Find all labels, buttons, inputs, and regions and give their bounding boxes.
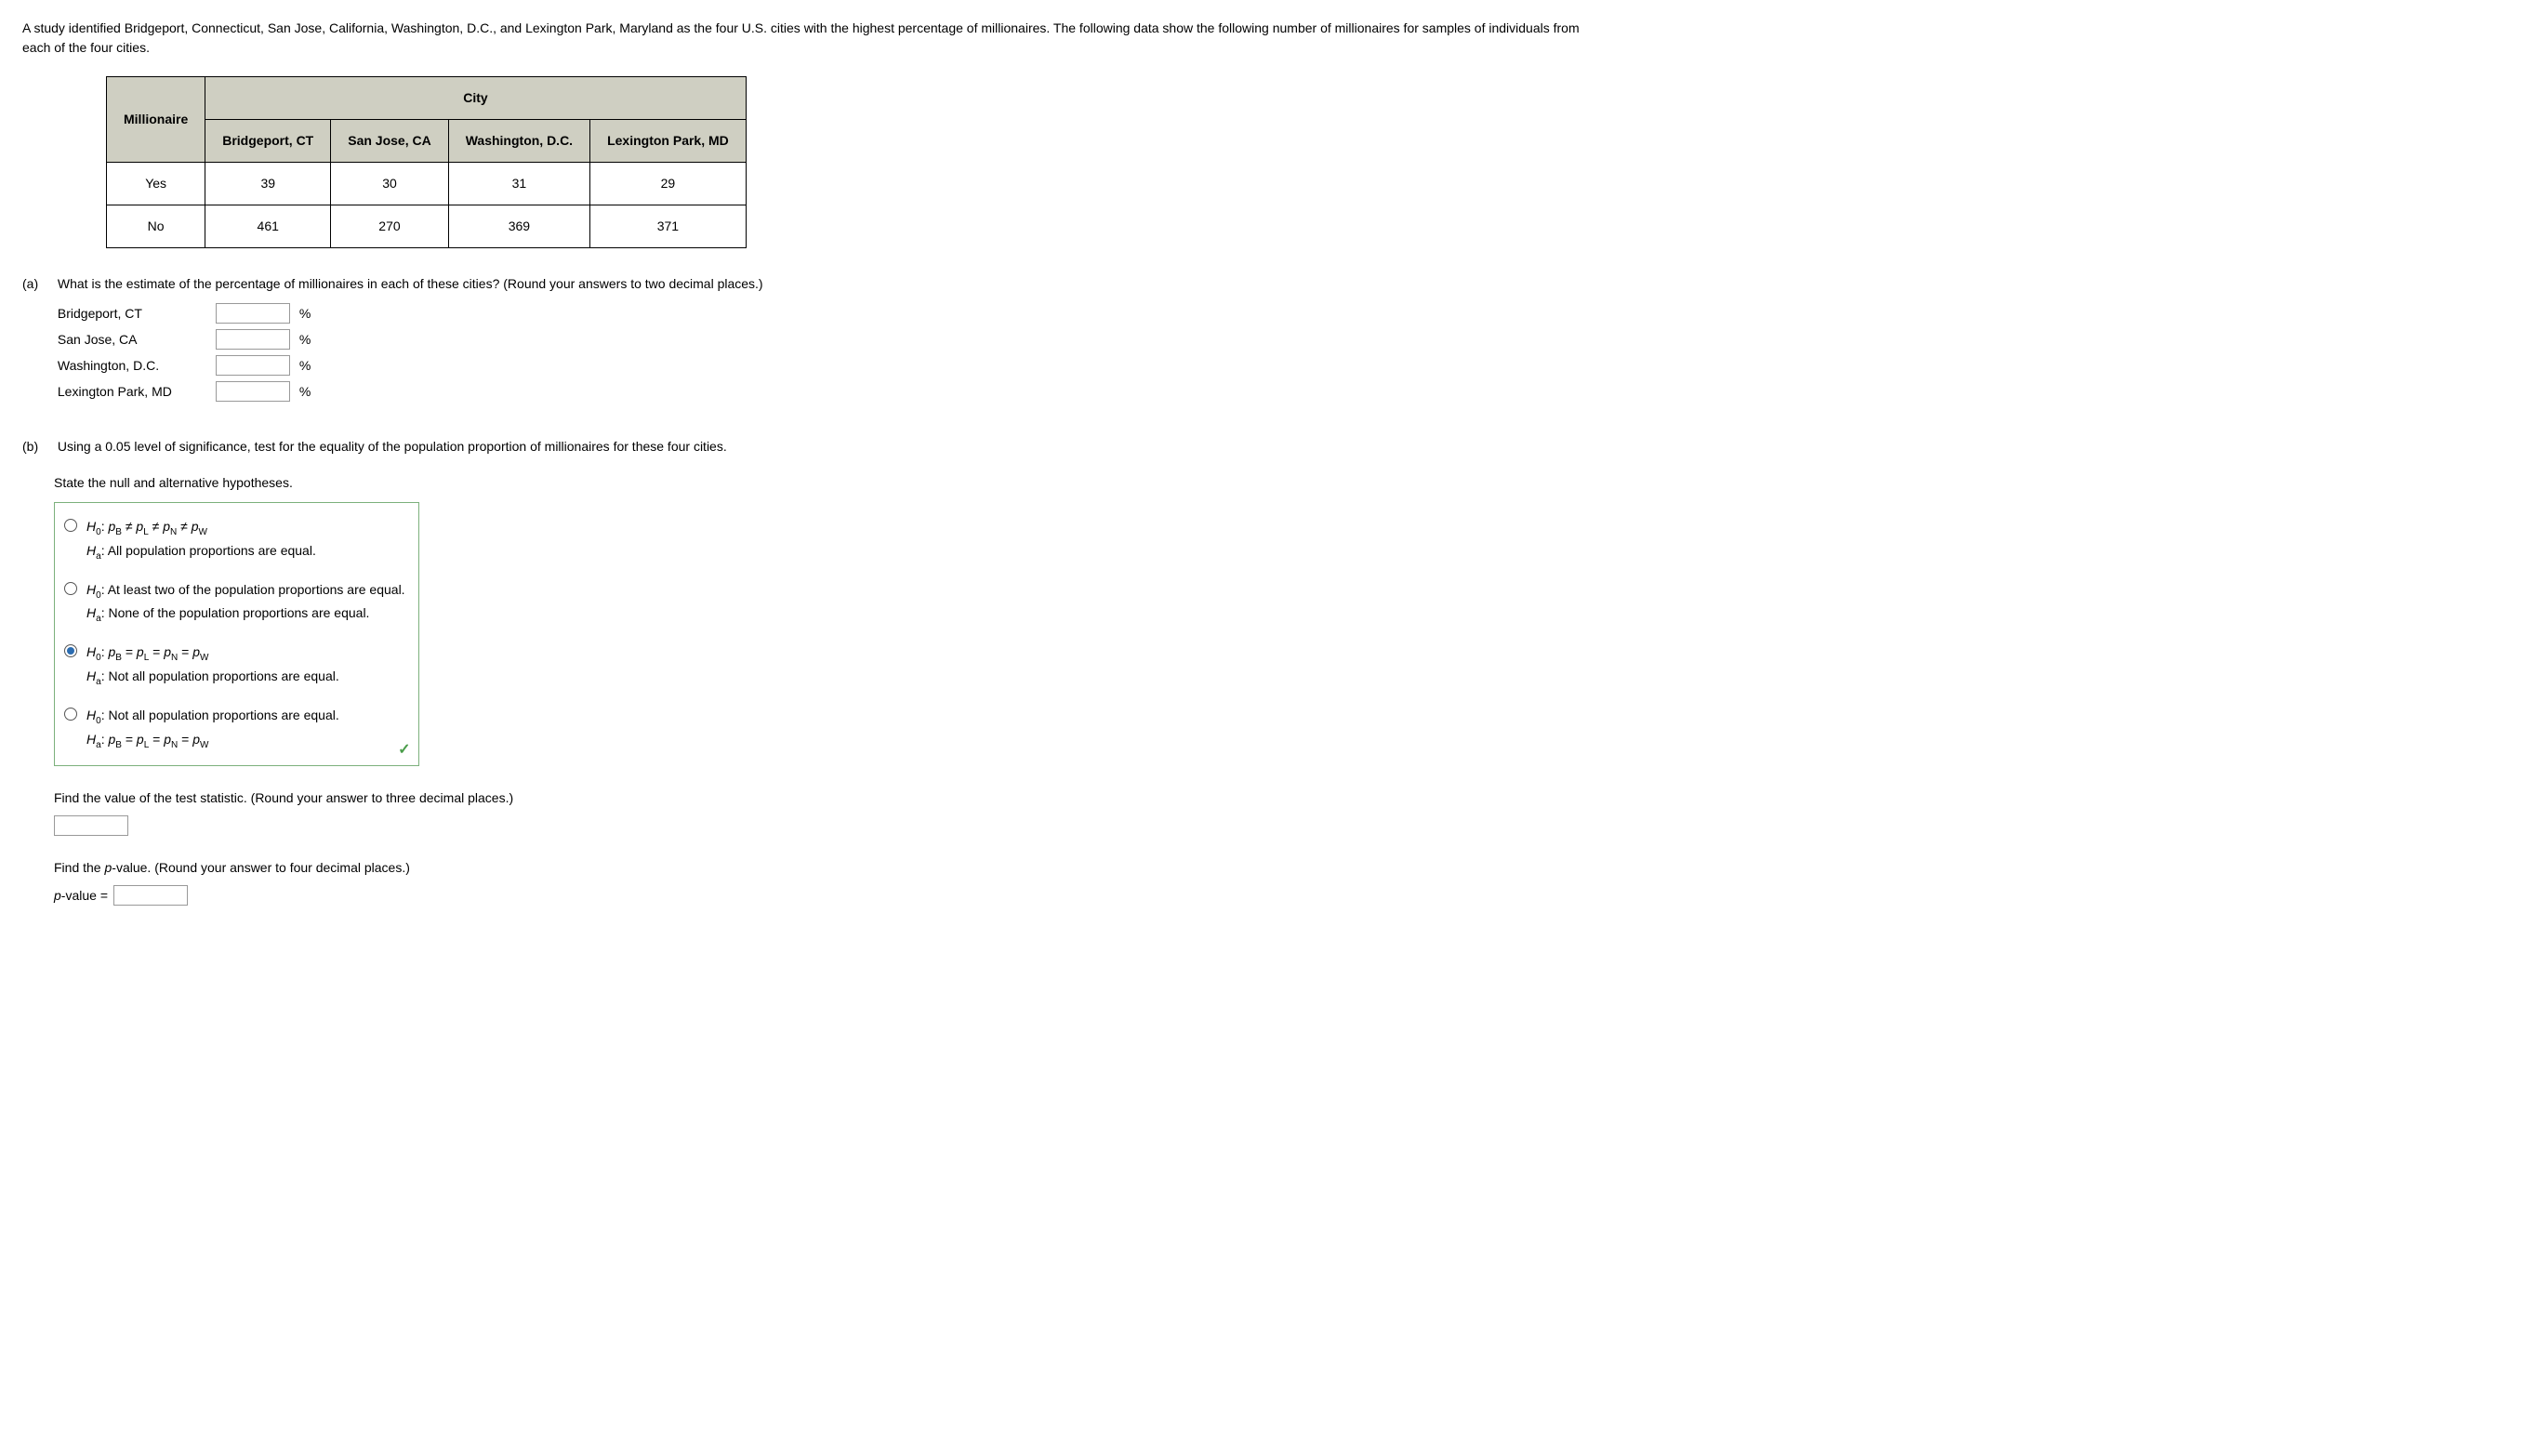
lexington-input[interactable]: [216, 381, 290, 402]
cell: 30: [331, 163, 448, 205]
part-b-section: (b) Using a 0.05 level of significance, …: [22, 437, 2505, 906]
cell: 371: [590, 205, 747, 248]
col-header-lexington: Lexington Park, MD: [590, 120, 747, 163]
cell: 369: [448, 205, 589, 248]
table-corner-header: Millionaire: [107, 77, 205, 163]
sanjose-input[interactable]: [216, 329, 290, 350]
row-label-no: No: [107, 205, 205, 248]
col-header-sanjose: San Jose, CA: [331, 120, 448, 163]
estimate-row-bridgeport: Bridgeport, CT %: [58, 303, 2503, 324]
unit-percent: %: [299, 356, 311, 376]
h0-text: H0: Not all population proportions are e…: [86, 705, 339, 729]
intro-text: A study identified Bridgeport, Connectic…: [22, 19, 1584, 58]
hypothesis-option-4[interactable]: H0: Not all population proportions are e…: [55, 697, 418, 761]
pvalue-input[interactable]: [113, 885, 188, 906]
test-statistic-input[interactable]: [54, 815, 128, 836]
part-a-section: (a) What is the estimate of the percenta…: [22, 274, 2505, 407]
ha-text: Ha: Not all population proportions are e…: [86, 666, 339, 690]
data-table-wrap: Millionaire City Bridgeport, CT San Jose…: [106, 76, 2505, 248]
estimate-label: Bridgeport, CT: [58, 304, 206, 324]
pvalue-label: p-value =: [54, 886, 108, 906]
table-city-super-header: City: [205, 77, 747, 120]
estimate-row-washington: Washington, D.C. %: [58, 355, 2503, 376]
h0-text: H0: pB = pL = pN = pW: [86, 642, 339, 666]
radio-icon[interactable]: [64, 708, 77, 721]
cell: 461: [205, 205, 331, 248]
millionaire-table: Millionaire City Bridgeport, CT San Jose…: [106, 76, 747, 248]
cell: 270: [331, 205, 448, 248]
unit-percent: %: [299, 330, 311, 350]
ha-text: Ha: pB = pL = pN = pW: [86, 729, 339, 753]
ha-text: Ha: All population proportions are equal…: [86, 540, 316, 564]
estimate-label: San Jose, CA: [58, 330, 206, 350]
cell: 31: [448, 163, 589, 205]
part-a-label: (a): [22, 274, 54, 294]
washington-input[interactable]: [216, 355, 290, 376]
estimate-label: Washington, D.C.: [58, 356, 206, 376]
pvalue-section: Find the p-value. (Round your answer to …: [54, 858, 2505, 906]
test-statistic-section: Find the value of the test statistic. (R…: [54, 788, 2505, 836]
radio-icon[interactable]: [64, 519, 77, 532]
unit-percent: %: [299, 382, 311, 402]
cell: 39: [205, 163, 331, 205]
part-b-question: Using a 0.05 level of significance, test…: [58, 439, 727, 454]
hypotheses-box: H0: pB ≠ pL ≠ pN ≠ pW Ha: All population…: [54, 502, 419, 766]
pvalue-question: Find the p-value. (Round your answer to …: [54, 858, 2505, 878]
part-a-question: What is the estimate of the percentage o…: [58, 276, 763, 291]
ha-text: Ha: None of the population proportions a…: [86, 602, 405, 627]
bridgeport-input[interactable]: [216, 303, 290, 324]
radio-icon[interactable]: [64, 644, 77, 657]
hypothesis-option-1[interactable]: H0: pB ≠ pL ≠ pN ≠ pW Ha: All population…: [55, 509, 418, 572]
hypothesis-option-2[interactable]: H0: At least two of the population propo…: [55, 572, 418, 635]
part-b-label: (b): [22, 437, 54, 457]
estimate-row-lexington: Lexington Park, MD %: [58, 381, 2503, 402]
h0-text: H0: At least two of the population propo…: [86, 579, 405, 603]
hypotheses-subhead: State the null and alternative hypothese…: [54, 473, 2505, 493]
hypothesis-option-3[interactable]: H0: pB = pL = pN = pW Ha: Not all popula…: [55, 634, 418, 697]
correct-check-icon: ✓: [398, 739, 410, 761]
table-row: No 461 270 369 371: [107, 205, 747, 248]
estimate-label: Lexington Park, MD: [58, 382, 206, 402]
radio-icon[interactable]: [64, 582, 77, 595]
estimate-row-sanjose: San Jose, CA %: [58, 329, 2503, 350]
col-header-bridgeport: Bridgeport, CT: [205, 120, 331, 163]
h0-text: H0: pB ≠ pL ≠ pN ≠ pW: [86, 516, 316, 540]
cell: 29: [590, 163, 747, 205]
row-label-yes: Yes: [107, 163, 205, 205]
col-header-washington: Washington, D.C.: [448, 120, 589, 163]
table-row: Yes 39 30 31 29: [107, 163, 747, 205]
unit-percent: %: [299, 304, 311, 324]
test-statistic-question: Find the value of the test statistic. (R…: [54, 788, 2505, 808]
